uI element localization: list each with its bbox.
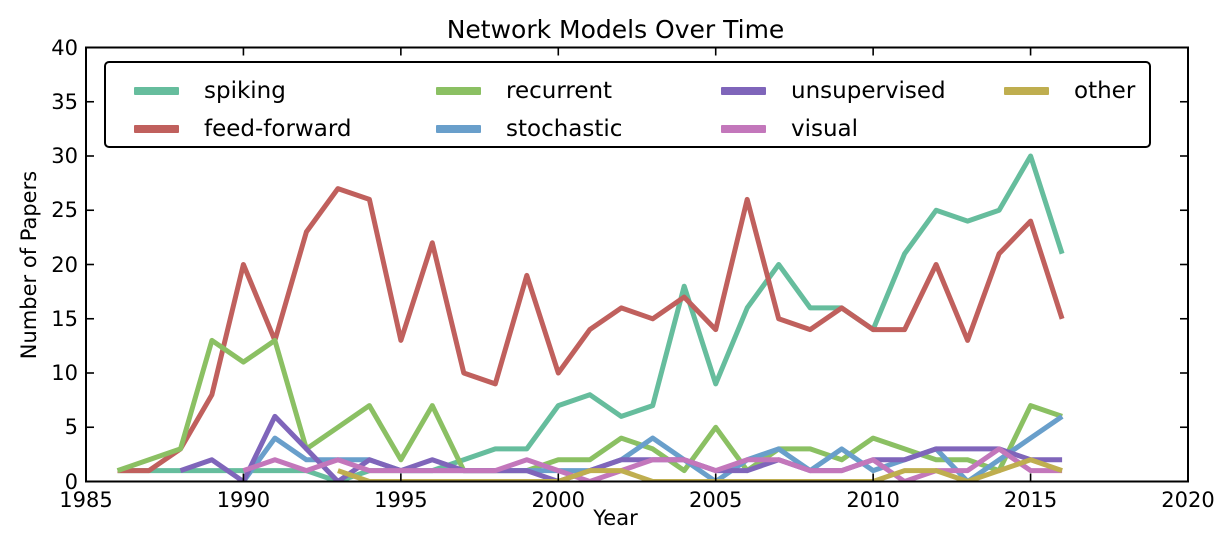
series-line-visual [242,446,1063,482]
x-tick-label: 1995 [374,488,428,512]
legend-label-stochastic: stochastic [506,116,623,142]
legend-swatch-recurrent [436,87,481,95]
y-tick-label: 10 [51,361,78,385]
series-line-spiking [117,153,1065,482]
legend-swatch-visual [721,125,766,133]
legend-label-feed-forward: feed-forward [204,116,352,142]
legend-swatch-feed-forward [134,125,179,133]
x-tick-label: 2015 [1003,488,1058,512]
legend-label-visual: visual [791,116,859,142]
tick-marks [85,46,1189,483]
series-line-unsupervised [179,413,1063,482]
y-tick-label: 0 [64,469,78,494]
x-tick-label: 2010 [846,488,900,512]
legend-label-recurrent: recurrent [506,78,613,104]
legend-swatch-unsupervised [721,87,766,95]
legend-box: spiking feed-forward recurrent stochastic un… [104,61,1151,148]
y-tick-label: 25 [51,198,78,223]
series-line-other [337,457,1063,482]
y-tick-label: 15 [51,306,78,331]
legend-swatch-other [1004,87,1049,95]
series-line-recurrent [116,337,1063,474]
x-tick-label: 1985 [59,488,113,512]
x-tick-label: 2005 [688,488,743,512]
y-tick-label: 30 [51,144,78,168]
y-tick-label: 35 [51,89,78,114]
y-tick-label: 40 [51,35,78,60]
chart-title: Network Models Over Time [446,15,785,44]
series-lines [116,153,1065,482]
x-tick-label: 1990 [216,488,271,512]
legend-swatch-stochastic [436,125,481,133]
x-axis-label: Year [593,506,638,530]
legend-label-unsupervised: unsupervised [791,78,946,104]
legend-swatch-spiking [134,87,179,95]
x-tick-label: 2000 [531,488,585,512]
legend-label-other: other [1074,78,1136,104]
y-tick-label: 5 [64,415,78,440]
legend-label-spiking: spiking [204,78,286,104]
x-tick-label: 2020 [1161,488,1215,512]
y-tick-label: 20 [51,252,78,277]
